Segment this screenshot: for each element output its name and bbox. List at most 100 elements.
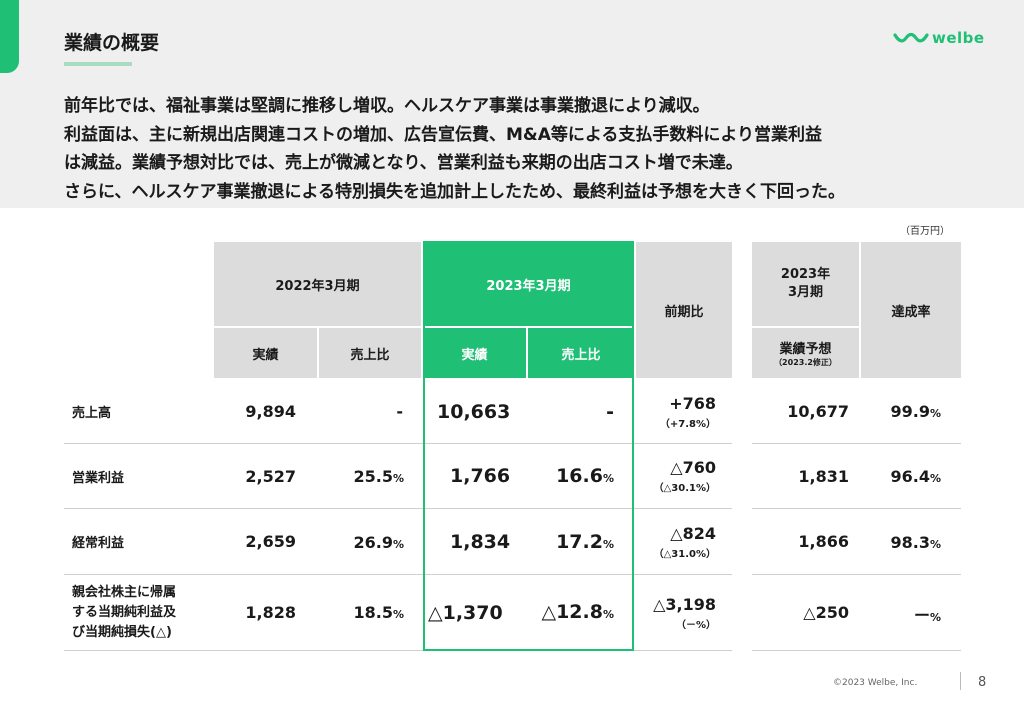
header-forecast-label: 業績予想: [779, 342, 832, 357]
ord-fy2023-ratio-unit: %: [602, 538, 614, 551]
row-label-net-income: 親会社株主に帰属 する当期純利益及 び当期純損失(△): [72, 575, 212, 650]
ord-fy2022-ratio: 26.9 %: [319, 509, 404, 574]
net-fy2023-ratio-value: △12.8: [541, 601, 603, 623]
title-underline: [64, 62, 132, 66]
sales-yoy-sub: （+7.8%）: [659, 418, 716, 430]
net-fy2023-ratio-unit: %: [602, 608, 614, 621]
summary-band: [0, 0, 1024, 208]
header-forecast-period: 2023年 3月期: [752, 242, 859, 326]
net-achievement: ー %: [861, 575, 941, 650]
net-yoy-main: △3,198: [653, 594, 716, 614]
row-divider: [752, 650, 961, 651]
op-achievement-value: 96.4: [890, 467, 930, 486]
ord-yoy-sub: （△31.0%）: [653, 548, 716, 560]
net-fy2022-ratio: 18.5 %: [319, 575, 404, 650]
header-yoy-label: 前期比: [664, 304, 704, 320]
summary-line: 利益面は、主に新規出店関連コストの増加、広告宣伝費、M&A等による支払手数料によ…: [64, 124, 823, 145]
header-forecast-note: （2023.2修正）: [774, 358, 837, 367]
op-achievement-unit: %: [929, 472, 941, 485]
op-fy2022-ratio-value: 25.5: [353, 467, 393, 486]
row-divider: [64, 443, 732, 444]
net-fy2022-actual: 1,828: [245, 603, 296, 622]
row-label-operating-profit: 営業利益: [72, 470, 125, 486]
ord-achievement-unit: %: [929, 538, 941, 551]
net-income-label-line: び当期純損失(△): [72, 624, 172, 640]
ord-forecast: 1,866: [798, 532, 849, 551]
net-yoy-sub: （－%）: [675, 619, 716, 631]
welbe-wave-icon: [893, 32, 929, 43]
sales-yoy: +768 （+7.8%）: [636, 380, 716, 443]
net-achievement-value: ー: [913, 606, 930, 625]
unit-label: （百万円）: [900, 226, 950, 237]
op-yoy-sub: （△30.1%）: [653, 483, 716, 494]
op-forecast: 1,831: [798, 466, 849, 486]
header-ratio-label: 売上比: [561, 347, 601, 363]
row-divider: [752, 443, 961, 444]
row-label-ordinary-profit: 経常利益: [72, 536, 125, 551]
ord-yoy: △824 （△31.0%）: [636, 509, 716, 574]
row-divider: [64, 650, 732, 651]
page-number: 8: [978, 675, 987, 690]
sales-fy2022-ratio: -: [396, 402, 403, 421]
ord-fy2023-ratio: 17.2 %: [528, 509, 614, 574]
accent-tab: [0, 0, 19, 73]
header-fy2022: 2022年3月期: [214, 242, 421, 326]
net-yoy: △3,198 （－%）: [636, 575, 716, 650]
header-ratio-label: 売上比: [350, 347, 390, 363]
op-yoy-main: △760: [670, 458, 716, 477]
row-divider: [64, 574, 732, 575]
ord-achievement-value: 98.3: [890, 533, 930, 552]
net-income-label-line: 親会社株主に帰属: [72, 584, 177, 600]
op-achievement: 96.4 %: [861, 444, 941, 508]
row-label-sales: 売上高: [72, 406, 112, 421]
ord-achievement: 98.3 %: [861, 509, 941, 574]
ord-fy2022-ratio-value: 26.9: [353, 533, 393, 552]
ord-fy2023-actual: 1,834: [450, 530, 511, 553]
header-forecast-period-label: 2023年 3月期: [780, 267, 831, 300]
summary-line: さらに、ヘルスケア事業撤退による特別損失を追加計上したため、最終利益は予想を大き…: [64, 181, 845, 202]
header-fy2023-ratio: 売上比: [528, 328, 634, 378]
page-title: 業績の概要: [64, 32, 160, 54]
sales-fy2022-actual: 9,894: [245, 402, 296, 421]
summary-text: 前年比では、福祉事業は堅調に推移し増収。ヘルスケア事業は事業撤退により減収。 利…: [64, 92, 984, 206]
sales-achievement-unit: %: [929, 407, 941, 420]
net-income-label-line: する当期純利益及: [72, 604, 177, 620]
net-forecast: △250: [803, 603, 849, 622]
sales-fy2023-ratio: -: [606, 400, 614, 423]
welbe-logo: welbe: [893, 27, 985, 49]
ord-fy2023-ratio-value: 17.2: [556, 531, 603, 553]
net-fy2023-ratio: △12.8 %: [528, 575, 614, 650]
sales-yoy-main: +768: [669, 393, 716, 413]
op-fy2022-ratio: 25.5 %: [319, 444, 404, 508]
ord-fy2022-ratio-unit: %: [392, 538, 404, 551]
header-actual-label: 実績: [252, 347, 279, 363]
row-divider: [64, 508, 732, 509]
sales-forecast: 10,677: [787, 402, 849, 421]
header-fy2023-actual: 実績: [423, 328, 526, 378]
op-fy2023-ratio: 16.6 %: [528, 444, 614, 508]
header-fy2023: 2023年3月期: [423, 242, 634, 326]
header-forecast: 業績予想 （2023.2修正）: [752, 328, 859, 378]
sales-fy2023-actual: 10,663: [437, 400, 511, 423]
header-achievement-label: 達成率: [891, 304, 931, 320]
logo-text: welbe: [932, 29, 985, 47]
net-fy2022-ratio-unit: %: [392, 608, 404, 621]
summary-line: 前年比では、福祉事業は堅調に推移し増収。ヘルスケア事業は事業撤退により減収。: [64, 96, 710, 116]
op-fy2023-ratio-value: 16.6: [556, 465, 603, 487]
ord-yoy-main: △824: [670, 523, 716, 543]
header-fy2022-ratio: 売上比: [319, 328, 421, 378]
header-fy2023-label: 2023年3月期: [486, 278, 571, 294]
op-fy2022-actual: 2,527: [245, 466, 296, 486]
header-fy2022-label: 2022年3月期: [275, 278, 360, 294]
op-yoy: △760 （△30.1%）: [636, 444, 716, 508]
op-fy2023-actual: 1,766: [450, 465, 511, 487]
row-divider: [752, 508, 961, 509]
header-achievement: 達成率: [861, 242, 961, 378]
net-fy2023-actual: △1,370: [428, 601, 503, 624]
sales-achievement: 99.9 %: [861, 380, 941, 443]
net-fy2022-ratio-value: 18.5: [353, 603, 393, 622]
net-achievement-unit: %: [929, 611, 941, 624]
ord-fy2022-actual: 2,659: [245, 532, 296, 551]
header-fy2022-actual: 実績: [214, 328, 317, 378]
sales-achievement-value: 99.9: [890, 402, 930, 421]
